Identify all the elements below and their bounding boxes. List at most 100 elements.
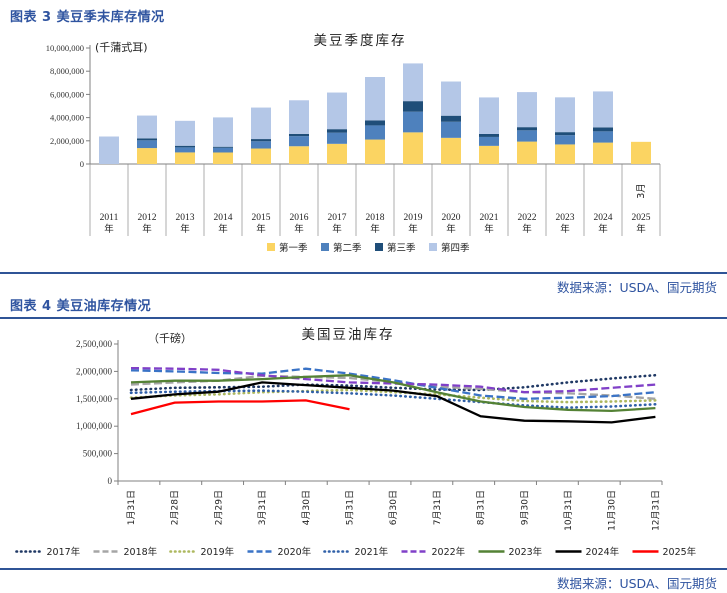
x-axis-label-year: 2016 — [290, 213, 309, 223]
bar-segment-第四季 — [99, 136, 119, 164]
x-axis-label: 12月31日 — [650, 490, 661, 531]
bar-segment-第二季 — [479, 136, 499, 146]
bar-segment-第三季 — [365, 120, 385, 126]
bar-segment-第二季 — [365, 125, 385, 140]
bar-segment-第四季 — [403, 63, 423, 102]
bar-segment-第三季 — [289, 133, 309, 137]
soybean-oil-stocks-chart: 美国豆油库存 （千磅） 0 500,000 1,000,000 1,500,000 2,00… — [15, 327, 697, 558]
legend-label: 第三季 — [387, 242, 416, 254]
bar-segment-第二季 — [213, 147, 233, 153]
x-axis-label: 10月31日 — [563, 490, 574, 531]
bar-segment-第三季 — [403, 101, 423, 112]
x-axis-note-month: 3月 — [636, 183, 647, 199]
x-axis-label-year: 2018 — [366, 213, 385, 223]
y-axis-label: 0 — [80, 159, 84, 169]
bar-segment-第四季 — [175, 120, 195, 146]
x-axis-label-year: 2023 — [556, 213, 575, 223]
source-note-fig4: 数据来源：USDA、国元期货 — [556, 576, 717, 591]
x-axis-label: 11月30日 — [607, 490, 618, 531]
bar-segment-第四季 — [555, 97, 575, 133]
x-axis-label: 7月31日 — [432, 490, 443, 525]
bar-segment-第四季 — [289, 100, 309, 134]
x-axis-label-year-suffix: 年 — [256, 223, 266, 235]
unit-label: （千磅） — [148, 331, 192, 345]
x-axis-label-year: 2012 — [138, 213, 157, 223]
bar-segment-第一季 — [213, 152, 233, 164]
y-axis-label: 8,000,000 — [50, 66, 84, 76]
x-axis-label: 4月30日 — [301, 490, 312, 525]
x-axis-label-year-suffix: 年 — [522, 223, 532, 235]
y-axis-label: 10,000,000 — [46, 43, 84, 53]
divider-rule — [0, 317, 727, 319]
x-axis-label-year-suffix: 年 — [180, 223, 190, 235]
x-axis-label-year: 2022 — [518, 213, 537, 223]
bar-segment-第一季 — [555, 144, 575, 164]
bar-segment-第四季 — [593, 91, 613, 128]
x-axis-label-year-suffix: 年 — [294, 223, 304, 235]
figure3-heading: 图表 3 美豆季末库存情况 — [10, 10, 165, 25]
bar-segment-第一季 — [403, 132, 423, 164]
legend-label: 2025年 — [663, 546, 697, 558]
bar-segment-第一季 — [251, 148, 271, 164]
bar-segment-第四季 — [137, 115, 157, 139]
bar-segment-第二季 — [403, 111, 423, 133]
legend-label: 2023年 — [509, 546, 543, 558]
y-axis-label: 2,000,000 — [50, 136, 84, 146]
bar-segment-第一季 — [517, 141, 537, 164]
legend-swatch — [375, 243, 383, 251]
x-axis-label: 5月31日 — [345, 490, 356, 525]
x-axis-label-year-suffix: 年 — [484, 223, 494, 235]
line-series-2024年 — [130, 381, 656, 424]
x-axis-label: 2月29日 — [213, 490, 224, 525]
bar-segment-第三季 — [251, 139, 271, 142]
bar-segment-第一季 — [137, 148, 157, 164]
chart-title: 美国豆油库存 — [302, 327, 395, 343]
x-axis-label-year: 2015 — [252, 213, 271, 223]
x-axis-label-year-suffix: 年 — [636, 223, 646, 235]
line-series-2022年 — [130, 366, 656, 394]
legend-label: 第四季 — [441, 242, 470, 254]
x-axis-label-year-suffix: 年 — [104, 223, 114, 235]
legend-label: 第一季 — [279, 242, 308, 254]
bar-segment-第一季 — [593, 142, 613, 164]
bar-segment-第一季 — [289, 146, 309, 164]
bar-segment-第三季 — [137, 138, 157, 141]
y-axis-label: 1,000,000 — [76, 421, 113, 431]
y-axis-label: 6,000,000 — [50, 89, 84, 99]
x-axis-label: 9月30日 — [519, 490, 530, 525]
legend-swatch — [321, 243, 329, 251]
x-axis-label: 8月31日 — [476, 490, 487, 525]
x-axis-label-year: 2020 — [442, 213, 461, 223]
y-axis-label: 2,500,000 — [76, 339, 113, 349]
legend-swatch — [267, 243, 275, 251]
bar-segment-第四季 — [251, 107, 271, 140]
x-axis-label: 1月31日 — [126, 490, 137, 525]
bar-segment-第一季 — [631, 141, 651, 164]
line-series-2019年 — [129, 388, 657, 404]
bar-segment-第二季 — [593, 131, 613, 143]
legend-label: 2022年 — [432, 546, 466, 558]
bar-segment-第二季 — [137, 140, 157, 149]
x-axis-label: 2月28日 — [170, 490, 181, 525]
figure4-heading: 图表 4 美豆油库存情况 — [10, 299, 152, 314]
y-axis-label: 500,000 — [83, 449, 113, 459]
x-axis-label-year-suffix: 年 — [218, 223, 228, 235]
bar-segment-第四季 — [517, 92, 537, 128]
y-axis-label: 2,000,000 — [76, 366, 113, 376]
bar-segment-第二季 — [555, 135, 575, 145]
legend-swatch — [429, 243, 437, 251]
bar-segment-第四季 — [327, 92, 347, 130]
x-axis-label-year: 2017 — [328, 213, 347, 223]
divider-rule — [0, 568, 727, 570]
soybean-quarterly-stocks-chart: 美豆季度库存 (千蒲式耳) 0 2,000,000 4,000,000 6,000,000… — [46, 33, 661, 254]
bar-segment-第四季 — [213, 117, 233, 147]
bar-segment-第二季 — [517, 130, 537, 142]
bar-segment-第四季 — [441, 81, 461, 116]
x-axis-label-year-suffix: 年 — [370, 223, 380, 235]
y-axis-label: 1,500,000 — [76, 394, 113, 404]
bar-segment-第二季 — [289, 136, 309, 147]
bar-segment-第三季 — [479, 133, 499, 137]
bar-segment-第一季 — [479, 145, 499, 164]
bar-segment-第三季 — [517, 127, 537, 131]
